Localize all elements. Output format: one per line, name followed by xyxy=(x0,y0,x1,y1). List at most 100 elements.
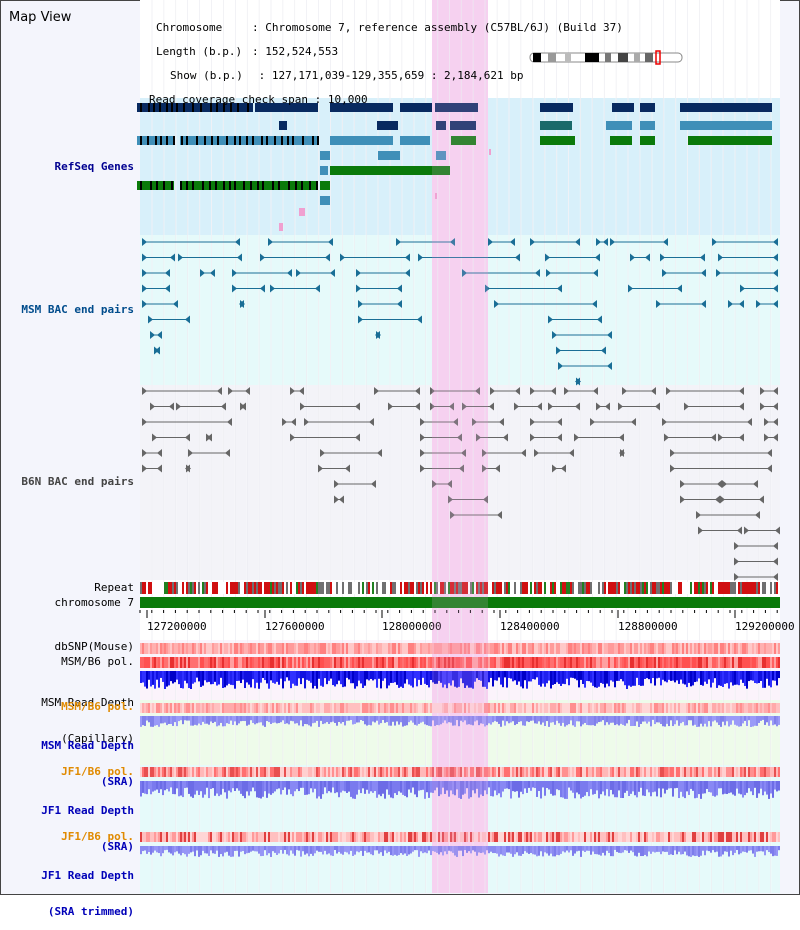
polymorphism-cell xyxy=(220,643,222,654)
polymorphism-cell xyxy=(296,767,298,777)
polymorphism-cell xyxy=(620,643,622,654)
read-depth-bar xyxy=(254,846,256,852)
read-depth-bar xyxy=(498,716,500,724)
polymorphism-cell xyxy=(438,703,440,713)
polymorphism-cell xyxy=(528,832,530,842)
b6n-bac-pair-end xyxy=(530,433,535,442)
read-depth-bar xyxy=(372,716,374,722)
read-depth-bar xyxy=(654,781,656,792)
read-depth-bar xyxy=(398,846,400,856)
polymorphism-cell xyxy=(204,703,206,713)
polymorphism-cell xyxy=(502,703,504,713)
polymorphism-cell xyxy=(470,832,472,842)
b6n-bac-pair-end xyxy=(217,387,222,395)
refseq-gene xyxy=(320,196,330,205)
b6n-bac-pair-end xyxy=(157,449,162,457)
read-depth-bar xyxy=(296,781,298,790)
read-depth-bar xyxy=(318,846,320,852)
polymorphism-cell xyxy=(236,767,238,777)
read-depth-bar xyxy=(474,716,476,722)
polymorphism-cell xyxy=(322,703,324,713)
polymorphism-cell xyxy=(380,643,382,654)
polymorphism-cell xyxy=(566,657,568,668)
polymorphism-cell xyxy=(758,657,760,668)
polymorphism-cell xyxy=(654,767,656,777)
read-depth-bar xyxy=(396,671,398,685)
polymorphism-cell xyxy=(710,703,712,713)
polymorphism-cell xyxy=(602,767,604,777)
read-depth-bar xyxy=(522,716,524,726)
msm-bac-pair-end xyxy=(701,300,706,308)
repeat-element xyxy=(340,582,342,594)
polymorphism-cell xyxy=(284,703,286,713)
polymorphism-cell xyxy=(320,657,322,668)
repeat-element xyxy=(628,582,630,594)
read-depth-bar xyxy=(608,716,610,725)
polymorphism-cell xyxy=(490,657,492,668)
polymorphism-cell xyxy=(708,767,710,777)
polymorphism-cell xyxy=(300,657,302,668)
read-depth-bar xyxy=(314,716,316,723)
read-depth-bar xyxy=(680,781,682,792)
read-depth-bar xyxy=(206,671,208,683)
read-depth-bar xyxy=(324,781,326,788)
polymorphism-cell xyxy=(510,703,512,713)
polymorphism-cell xyxy=(484,767,486,777)
genome-tracks-canvas[interactable]: 127200000 127600000 128000000 128400000 1288… xyxy=(0,0,800,895)
read-depth-bar xyxy=(314,671,316,686)
repeat-element xyxy=(690,582,692,594)
read-depth-bar xyxy=(160,716,162,724)
read-depth-bar xyxy=(722,716,724,722)
polymorphism-cell xyxy=(720,832,722,842)
msm-bac-pair-end xyxy=(270,284,275,293)
polymorphism-cell xyxy=(568,703,570,713)
polymorphism-cell xyxy=(344,832,346,842)
read-depth-bar xyxy=(224,716,226,727)
polymorphism-cell xyxy=(316,703,318,713)
read-depth-bar xyxy=(626,716,628,724)
polymorphism-cell xyxy=(242,832,244,842)
polymorphism-cell xyxy=(368,657,370,668)
msm-bac-pair-end xyxy=(515,253,520,262)
read-depth-bar xyxy=(332,781,334,788)
repeat-element xyxy=(512,582,514,594)
read-depth-bar xyxy=(518,846,520,856)
b6n-bac-pair-end xyxy=(150,402,155,411)
b6n-bac-pair-end xyxy=(152,433,157,442)
read-depth-bar xyxy=(178,671,180,685)
repeat-element xyxy=(346,582,348,594)
refseq-exon xyxy=(223,181,225,190)
read-depth-bar xyxy=(312,846,314,856)
polymorphism-cell xyxy=(366,767,368,777)
b6n-bac-pair-end xyxy=(430,387,435,395)
read-depth-bar xyxy=(758,846,760,852)
read-depth-bar xyxy=(450,846,452,852)
polymorphism-cell xyxy=(358,643,360,654)
read-depth-bar xyxy=(438,781,440,797)
read-depth-bar xyxy=(632,846,634,853)
polymorphism-cell xyxy=(718,643,720,654)
read-depth-bar xyxy=(592,781,594,795)
polymorphism-cell xyxy=(596,643,598,654)
polymorphism-cell xyxy=(682,832,684,842)
read-depth-bar xyxy=(696,716,698,727)
read-depth-bar xyxy=(210,781,212,789)
read-depth-bar xyxy=(458,846,460,851)
polymorphism-cell xyxy=(158,657,160,668)
polymorphism-cell xyxy=(170,767,172,777)
read-depth-bar xyxy=(178,781,180,797)
read-depth-bar xyxy=(564,716,566,727)
polymorphism-cell xyxy=(208,643,210,654)
b6n-bac-pair-end xyxy=(476,433,481,442)
read-depth-bar xyxy=(770,846,772,854)
repeat-element xyxy=(742,582,744,594)
read-depth-bar xyxy=(516,716,518,724)
repeat-element xyxy=(194,582,196,594)
track-label-msm-b6-pol-2: MSM/B6 pol. xyxy=(61,700,134,713)
polymorphism-cell xyxy=(296,832,298,842)
ideogram-band xyxy=(585,53,599,62)
polymorphism-cell xyxy=(592,832,594,842)
repeat-element xyxy=(678,582,680,594)
polymorphism-cell xyxy=(276,703,278,713)
read-depth-bar xyxy=(690,781,692,789)
